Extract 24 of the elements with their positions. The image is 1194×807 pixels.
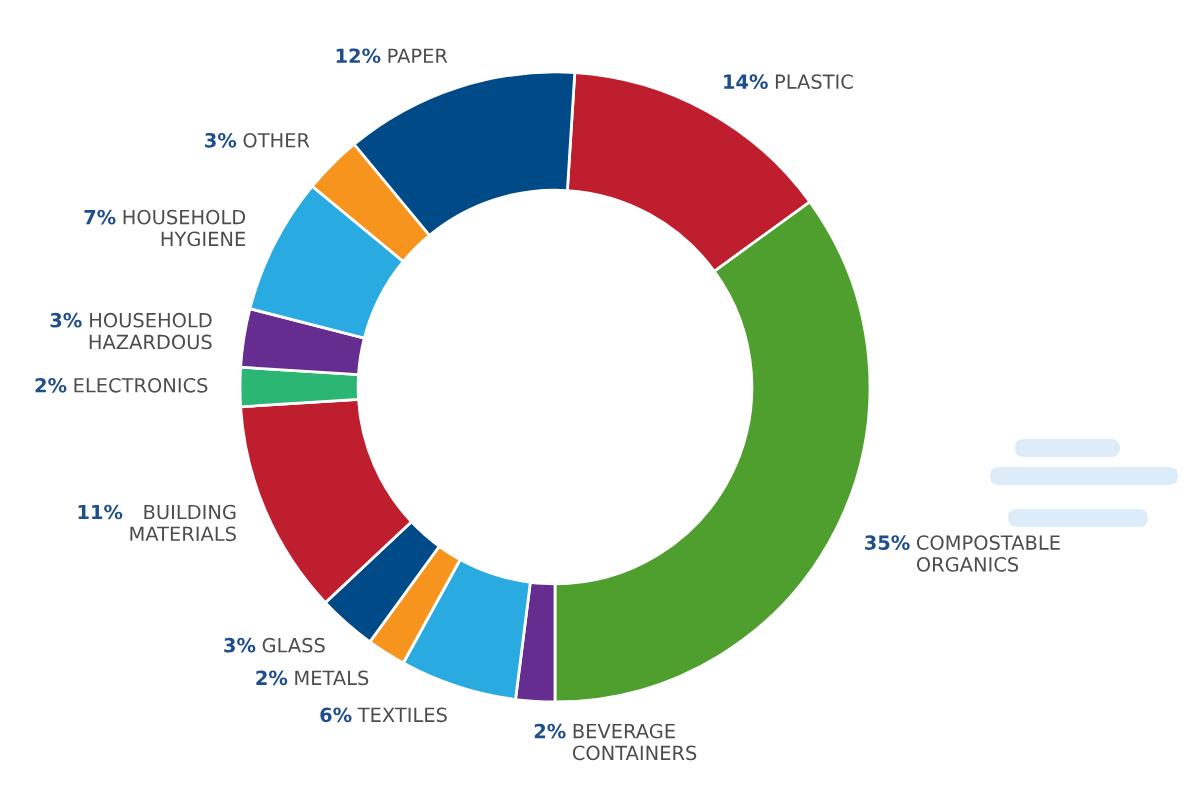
data-label: 7% (84, 209, 116, 225)
data-label: 35% (865, 535, 910, 550)
slice-label: METALS (295, 670, 369, 686)
data-label: 12% (336, 48, 381, 64)
data-label: 14% (724, 74, 768, 89)
slice-label: HOUSEHOLD HYGIENE (123, 209, 246, 247)
data-label: 11% (78, 504, 123, 520)
slice-label: ELECTRONICS (74, 377, 208, 393)
slice-label: OTHER (243, 132, 310, 148)
data-label: 2% (534, 723, 566, 739)
slice-label: HOUSEHOLD HAZARDOUS (89, 312, 212, 350)
slice-label: GLASS (262, 637, 325, 653)
slice-label: PAPER (388, 48, 448, 63)
slice-label: COMPOSTABLE ORGANICS (916, 535, 1060, 572)
data-label: 2% (256, 670, 288, 686)
data-label: 3% (224, 637, 256, 653)
slice-label: BEVERAGE CONTAINERS (572, 723, 697, 761)
data-label: 6% (320, 707, 352, 723)
slice-label: TEXTILES (357, 707, 447, 723)
data-label: 3% (50, 312, 82, 328)
data-label: 2% (35, 377, 67, 393)
slice-label: BUILDING MATERIALS (130, 504, 236, 542)
data-label: 3% (205, 132, 237, 148)
slice-label: PLASTIC (775, 74, 853, 89)
